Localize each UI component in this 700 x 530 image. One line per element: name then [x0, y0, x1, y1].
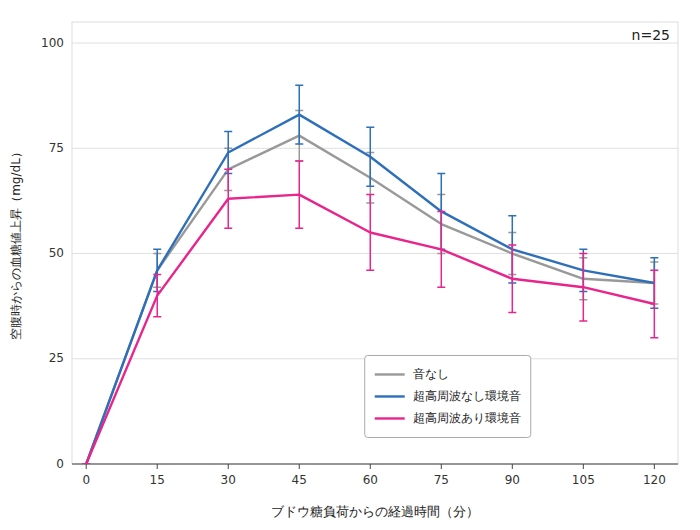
series-line	[86, 115, 654, 464]
y-tick-label: 75	[49, 141, 64, 155]
error-bar	[366, 127, 374, 186]
x-tick	[299, 464, 300, 469]
x-tick	[370, 464, 371, 469]
x-tick	[512, 464, 513, 469]
series	[82, 85, 658, 464]
legend-swatch	[375, 373, 405, 375]
x-tick	[441, 464, 442, 469]
legend-label: 音なし	[413, 367, 449, 381]
grid-line	[72, 43, 678, 44]
plot-frame	[72, 22, 678, 464]
x-tick-label: 75	[434, 473, 449, 487]
y-tick-label: 100	[41, 36, 64, 50]
legend-swatch	[375, 395, 405, 397]
y-tick-label: 25	[49, 351, 64, 365]
x-tick-label: 105	[572, 473, 595, 487]
x-tick-label: 45	[292, 473, 307, 487]
legend-label: 超高周波なし環境音	[413, 389, 521, 403]
grid-line	[72, 148, 678, 149]
y-axis: 0 25 50 75 100	[41, 36, 678, 471]
y-tick-label: 50	[49, 246, 64, 260]
x-tick	[654, 464, 655, 469]
x-tick-label: 15	[150, 473, 165, 487]
x-tick-label: 0	[82, 473, 90, 487]
x-tick	[86, 464, 87, 469]
legend-box	[365, 355, 531, 437]
annotation: n=25	[632, 27, 670, 43]
legend: 音なし超高周波なし環境音超高周波あり環境音	[365, 355, 531, 437]
x-axis-line	[72, 463, 678, 464]
chart: 0 25 50 75 100 0 15 30 45 60 75 90 105 120 ブドウ糖負荷からの経過…	[0, 0, 700, 530]
legend-swatch	[375, 417, 405, 419]
y-axis-label: 空腹時からの血糖値上昇（mg/dL）	[9, 146, 23, 340]
error-bar	[295, 161, 303, 228]
error-bar	[153, 275, 161, 317]
error-bar	[82, 463, 90, 464]
x-axis-label: ブドウ糖負荷からの経過時間（分）	[271, 504, 479, 519]
data-layer	[82, 85, 658, 464]
x-tick-label: 90	[505, 473, 520, 487]
error-bar	[82, 463, 90, 464]
error-bar	[82, 463, 90, 464]
grid-line	[72, 464, 678, 465]
series	[82, 161, 658, 464]
x-tick-label: 120	[643, 473, 666, 487]
legend-label: 超高周波あり環境音	[413, 411, 521, 425]
error-bar	[366, 195, 374, 271]
x-tick-label: 60	[363, 473, 378, 487]
y-tick-label: 0	[56, 457, 64, 471]
error-bar	[437, 211, 445, 287]
x-tick	[583, 464, 584, 469]
x-tick	[157, 464, 158, 469]
error-bar	[295, 85, 303, 144]
x-axis: 0 15 30 45 60 75 90 105 120	[72, 464, 678, 487]
error-bar	[579, 254, 587, 321]
series-line	[86, 195, 654, 464]
error-bar	[508, 245, 516, 312]
error-bar	[650, 270, 658, 337]
error-bar	[224, 131, 232, 173]
x-tick-label: 30	[221, 473, 236, 487]
error-bar	[224, 169, 232, 228]
series	[82, 110, 658, 464]
x-tick	[228, 464, 229, 469]
